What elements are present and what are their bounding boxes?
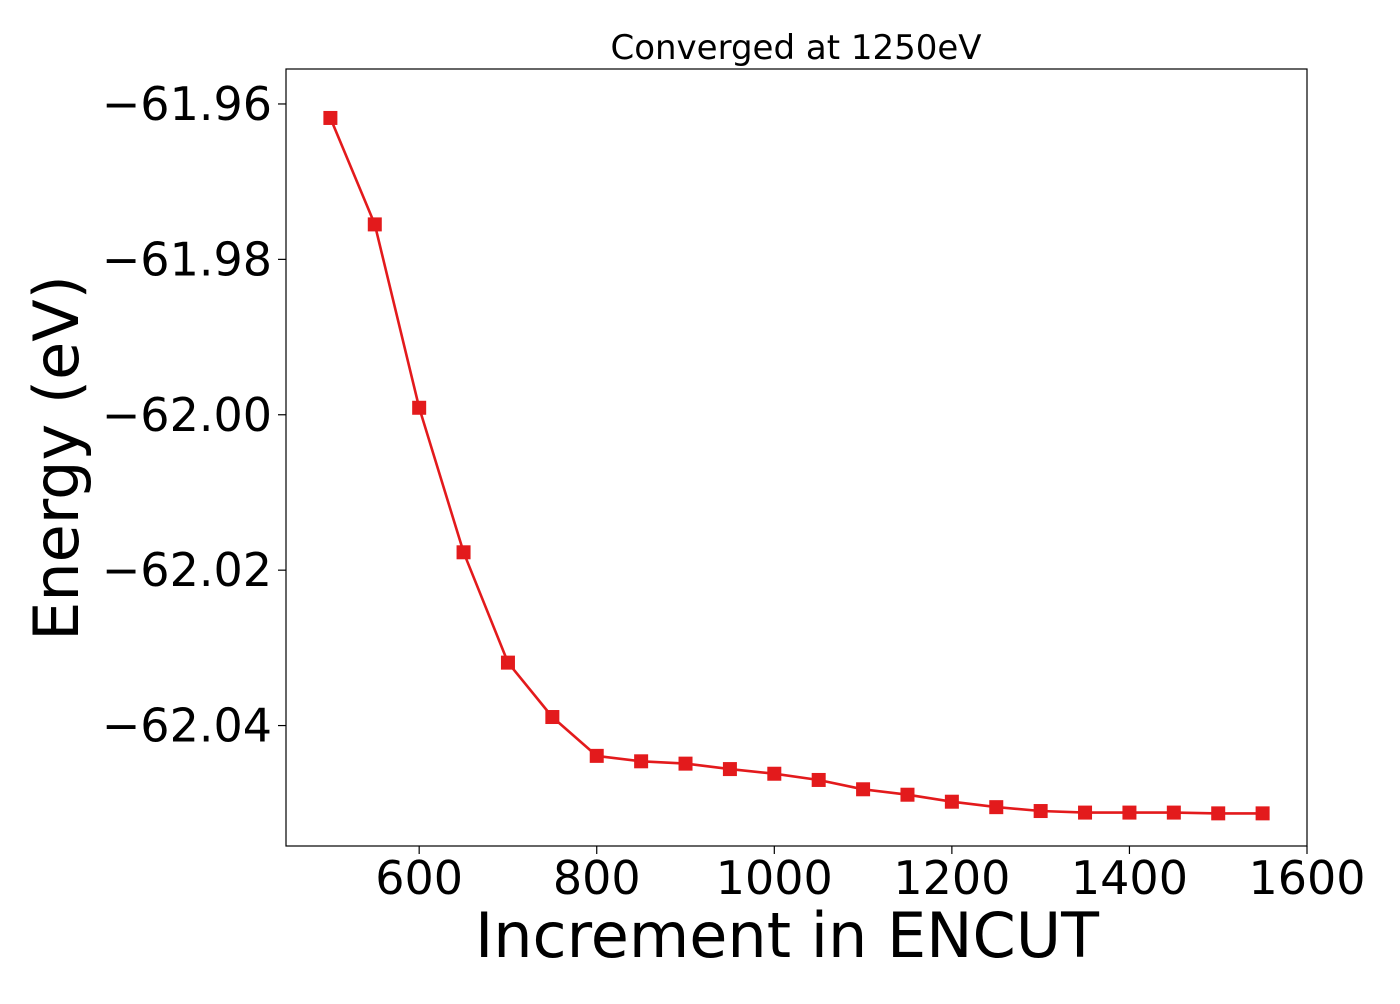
x-tick-label: 1400 [1071,851,1188,905]
data-point-marker [856,782,871,797]
y-tick-label: −62.04 [102,699,272,753]
y-axis-label: Energy (eV) [20,275,93,641]
data-point-marker [323,110,338,125]
data-point-marker [1033,804,1048,819]
y-tick-label: −62.02 [102,543,272,597]
plot-frame [285,68,1308,847]
data-point-marker [1122,805,1137,820]
chart-title: Converged at 1250eV [610,28,981,68]
data-point-marker [678,756,693,771]
data-point-marker [989,800,1004,815]
data-point-marker [767,766,782,781]
x-tick-label: 1600 [1248,851,1365,905]
data-point-marker [412,400,427,415]
data-point-marker [1166,805,1181,820]
x-tick-label: 600 [375,851,463,905]
x-tick-label: 1000 [716,851,833,905]
data-point-marker [545,710,560,725]
x-tick-label: 1200 [893,851,1010,905]
y-tick-label: −62.00 [102,388,272,442]
data-point-marker [1078,805,1093,820]
x-tick-label: 800 [553,851,641,905]
y-tick-label: −61.96 [102,77,272,131]
data-point-marker [367,217,382,232]
y-tick-label: −61.98 [102,232,272,286]
data-point-marker [944,794,959,809]
data-point-marker [1211,806,1226,821]
data-point-marker [500,655,515,670]
x-axis-label: Increment in ENCUT [475,899,1100,972]
data-point-marker [1255,806,1270,821]
data-point-marker [900,787,915,802]
data-point-marker [722,762,737,777]
data-point-marker [456,545,471,560]
plot-area: 600 800 1000 1200 1400 1600 −61.96 −61.98 −62.00… [102,68,1366,905]
data-point-marker [589,748,604,763]
data-point-marker [811,772,826,787]
series-line [329,117,1263,815]
data-point-marker [634,754,649,769]
